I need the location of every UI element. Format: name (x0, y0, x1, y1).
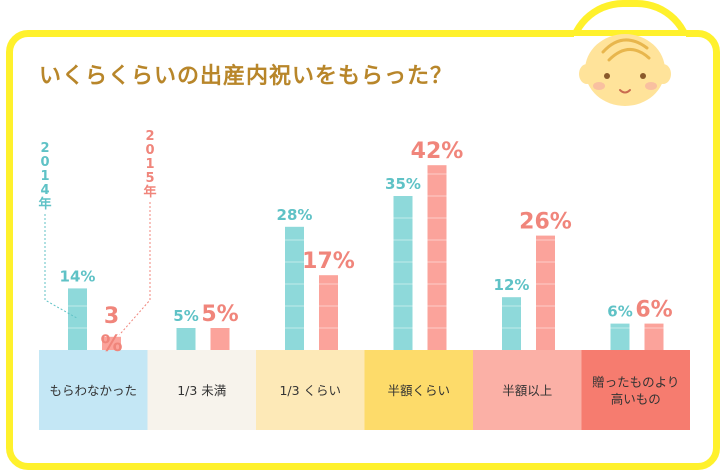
legend-2015-char: 1 (145, 157, 154, 172)
category-label: 半額以上 (502, 383, 552, 398)
legend-2014-leader (44, 214, 78, 319)
category-cell (147, 350, 256, 430)
chart-title: いくらくらいの出産内祝いをもらった？ (39, 64, 454, 89)
data-label-2014: 6% (607, 303, 632, 321)
bar-2014 (176, 328, 196, 350)
data-label-2015: 42% (411, 139, 464, 164)
category-label: 1/3 未満 (177, 383, 226, 398)
category-label: もらわなかった (49, 383, 137, 398)
bar-2015 (427, 165, 447, 350)
category-cell (364, 350, 473, 430)
category-label: 贈ったものより (592, 375, 679, 390)
data-label-2014: 5% (173, 307, 198, 325)
data-label-2015: 5% (201, 302, 238, 327)
legend-2015-leader (119, 202, 151, 336)
data-label-2014: 14% (60, 267, 96, 285)
legend-2014-char: 4 (40, 183, 49, 198)
bar-2015 (102, 336, 121, 350)
data-label-2014: 12% (494, 276, 530, 294)
bar-2014 (502, 297, 521, 350)
legend-2014-char: 1 (40, 169, 49, 184)
legend-2015-char: 年 (143, 184, 156, 200)
category-label: 1/3 くらい (279, 383, 341, 398)
legend-2015-char: 2 (145, 129, 154, 144)
legend-2014-char: 2 (40, 141, 49, 156)
bar-2014 (68, 288, 87, 350)
category-cell (256, 350, 365, 430)
bar-2015 (210, 328, 230, 350)
category-cell (39, 350, 148, 430)
category-cell (473, 350, 582, 430)
bar-2015 (536, 235, 555, 350)
bar-2014 (610, 323, 630, 350)
bar-2015 (319, 275, 338, 350)
category-label: 半額くらい (387, 383, 450, 398)
category-cell (581, 350, 690, 430)
legend-2014-char: 年 (38, 196, 51, 212)
category-label: 高いもの (611, 392, 661, 407)
data-label-2015-unit: % (100, 332, 122, 357)
bar-2015 (644, 323, 664, 350)
data-label-2015: 6% (635, 298, 672, 323)
data-label-2015: 17% (302, 249, 355, 274)
data-label-2015: 26% (519, 210, 572, 235)
legend-2015-char: 5 (145, 171, 154, 186)
data-label-2014: 35% (385, 175, 421, 193)
data-label-2015: 3 (104, 304, 119, 329)
bar-2014 (393, 196, 413, 350)
bar-2014 (285, 226, 304, 350)
legend-2014-char: 0 (40, 155, 49, 170)
data-label-2014: 28% (277, 206, 313, 224)
legend-2015-char: 0 (145, 143, 154, 158)
